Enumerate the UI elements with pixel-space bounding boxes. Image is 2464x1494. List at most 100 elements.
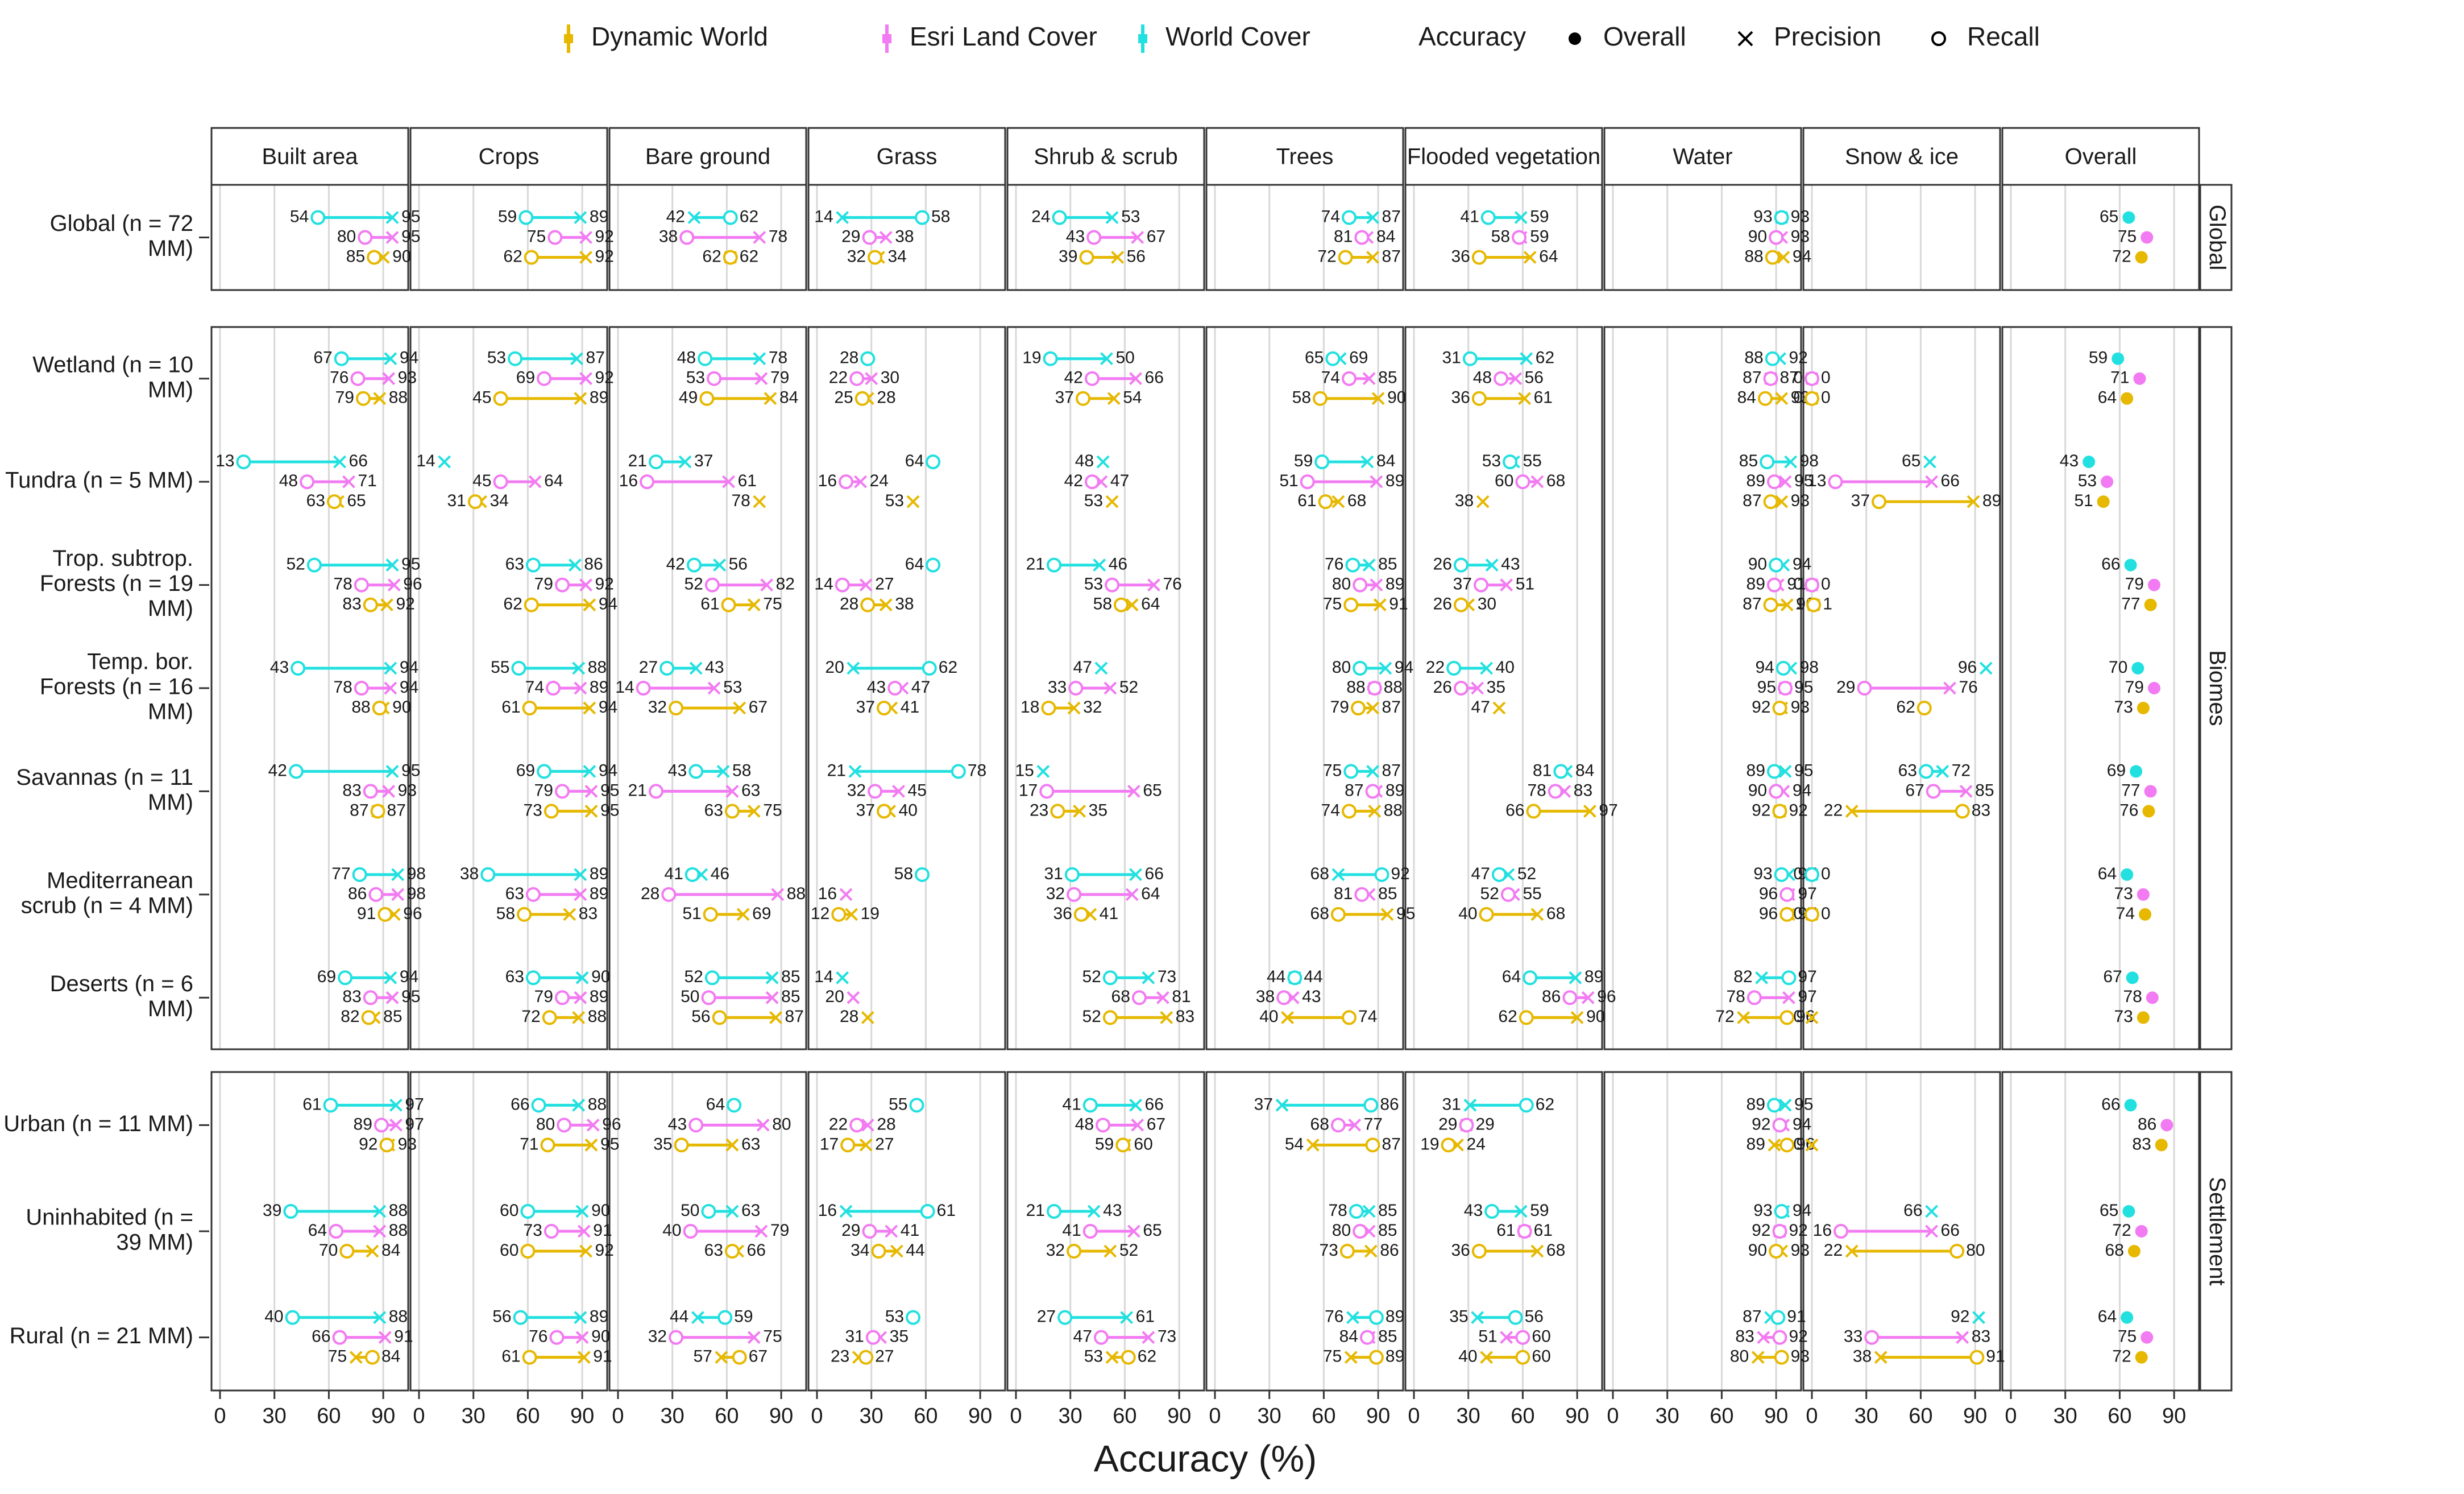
value-label-low: 79 (534, 574, 553, 593)
value-label-low: 1 (1795, 594, 1805, 613)
row-label-line: Mediterranean (47, 868, 193, 893)
value-label-high: 86 (584, 554, 603, 573)
column-header-label: Shrub & scrub (1034, 144, 1177, 169)
recall-mark (1342, 804, 1357, 819)
precision-mark (1125, 598, 1139, 611)
value-label-low: 65 (1305, 349, 1324, 367)
value-label-low: 16 (1813, 1221, 1832, 1240)
recall-mark (1776, 661, 1791, 676)
panel (1205, 184, 1404, 291)
panel-border (1404, 1071, 1603, 1392)
precision-mark (1094, 661, 1108, 675)
overall-point (2126, 971, 2139, 984)
recall-mark (1365, 1137, 1380, 1153)
value-label-high: 1 (1823, 594, 1832, 613)
precision-mark (1156, 991, 1169, 1004)
value-label-low: 23 (1030, 801, 1048, 820)
value-label-high: 38 (895, 227, 914, 246)
recall-mark (372, 701, 387, 715)
recall-mark (291, 661, 306, 676)
precision-mark (859, 1138, 873, 1152)
x-tick-label: 30 (1855, 1404, 1878, 1428)
value-label-high: 27 (875, 574, 894, 593)
value-label-low: 72 (521, 1007, 540, 1026)
legend-label-dw: Dynamic World (591, 22, 768, 51)
column-header-box (409, 127, 608, 186)
value-label-low: 93 (1753, 864, 1772, 883)
value-label-high: 73 (1158, 1327, 1176, 1346)
value-label-high: 90 (1586, 1007, 1605, 1026)
recall-mark (1774, 867, 1789, 882)
panel-border (1006, 184, 1205, 291)
recall-mark (1806, 597, 1822, 613)
precision-mark (1366, 765, 1379, 778)
overall-label: 53 (2078, 471, 2097, 490)
value-label-high: 92 (595, 369, 613, 387)
value-label-high: 79 (770, 1221, 789, 1240)
precision-mark (1362, 372, 1376, 386)
recall-mark (1276, 990, 1292, 1005)
precision-mark (389, 1118, 403, 1132)
overall-point (2121, 1311, 2134, 1324)
value-label-high: 93 (1791, 1347, 1810, 1366)
value-label-high: 59 (1530, 207, 1549, 226)
value-label-low: 76 (1325, 554, 1343, 573)
recall-mark (1338, 250, 1353, 265)
precision-mark (1500, 1331, 1513, 1344)
column-header: Built area (210, 127, 409, 186)
recall-mark (1484, 1204, 1500, 1219)
value-label-low: 53 (1084, 1347, 1103, 1366)
value-label-low: 43 (867, 678, 886, 697)
precision-mark (579, 372, 592, 386)
recall-mark (493, 474, 508, 490)
legend-item-esri: Esri Land Cover (882, 22, 1097, 53)
recall-mark (1772, 804, 1787, 819)
recall-mark (352, 867, 367, 882)
row-label-line: Tundra (n = 5 MM) (5, 468, 193, 493)
recall-mark (1778, 681, 1793, 696)
x-tick-label: 60 (1909, 1404, 1932, 1428)
value-label-low: 52 (1082, 1007, 1101, 1026)
value-label-high: 77 (1364, 1115, 1383, 1133)
legend-symbol-cross: Precision (1737, 22, 1881, 51)
x-tick-label: 60 (1511, 1404, 1534, 1428)
recall-mark (1353, 1224, 1368, 1239)
recall-mark (1769, 557, 1784, 573)
value-label-low: 66 (1903, 1201, 1922, 1220)
value-label-low: 89 (1747, 471, 1765, 490)
value-label-low: 81 (1533, 761, 1552, 780)
precision-mark (839, 888, 853, 901)
recall-mark (1872, 494, 1887, 510)
recall-mark (1342, 210, 1357, 225)
value-label-low: 78 (1527, 781, 1546, 800)
recall-mark (1471, 391, 1487, 406)
recall-mark (1766, 474, 1782, 490)
value-label-low: 73 (523, 801, 542, 820)
value-label-low: 88 (1744, 247, 1763, 266)
precision-mark (1530, 475, 1544, 489)
value-label-high: 98 (407, 884, 426, 903)
recall-mark (1131, 990, 1147, 1005)
precision-mark (715, 1351, 728, 1364)
precision-mark (859, 578, 873, 591)
row-label-line: MM) (148, 790, 193, 815)
overall-point (2097, 495, 2110, 508)
recall-mark (1805, 867, 1819, 882)
recall-mark (525, 887, 541, 902)
value-label-low: 14 (814, 207, 833, 226)
value-label-high: 29 (1476, 1115, 1495, 1133)
overall-label: 73 (2114, 698, 2133, 717)
recall-mark (717, 1310, 733, 1325)
value-label-high: 94 (1793, 781, 1811, 800)
recall-mark (1508, 1310, 1523, 1325)
panel-border (409, 1071, 608, 1392)
panel-border (807, 184, 1006, 291)
value-label-high: 68 (1546, 471, 1565, 490)
value-label-low: 74 (1321, 207, 1340, 226)
value-label-low: 40 (1259, 1007, 1278, 1026)
overall-label: 64 (2098, 864, 2117, 883)
value-label-low: 14 (814, 574, 833, 593)
value-label-low: 26 (1433, 678, 1452, 697)
value-label-high: 59 (1530, 227, 1549, 246)
value-label-low: 45 (472, 388, 491, 407)
